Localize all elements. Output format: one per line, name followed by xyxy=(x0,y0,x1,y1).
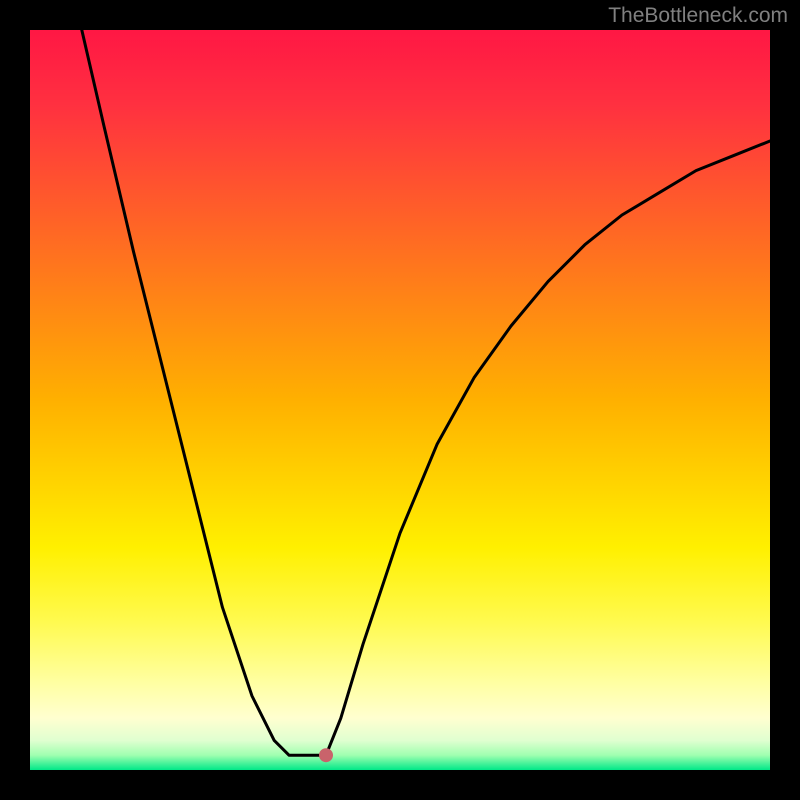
bottleneck-curve xyxy=(82,30,770,755)
curve-layer xyxy=(30,30,770,770)
watermark-text: TheBottleneck.com xyxy=(608,4,788,28)
minimum-marker xyxy=(319,748,333,762)
